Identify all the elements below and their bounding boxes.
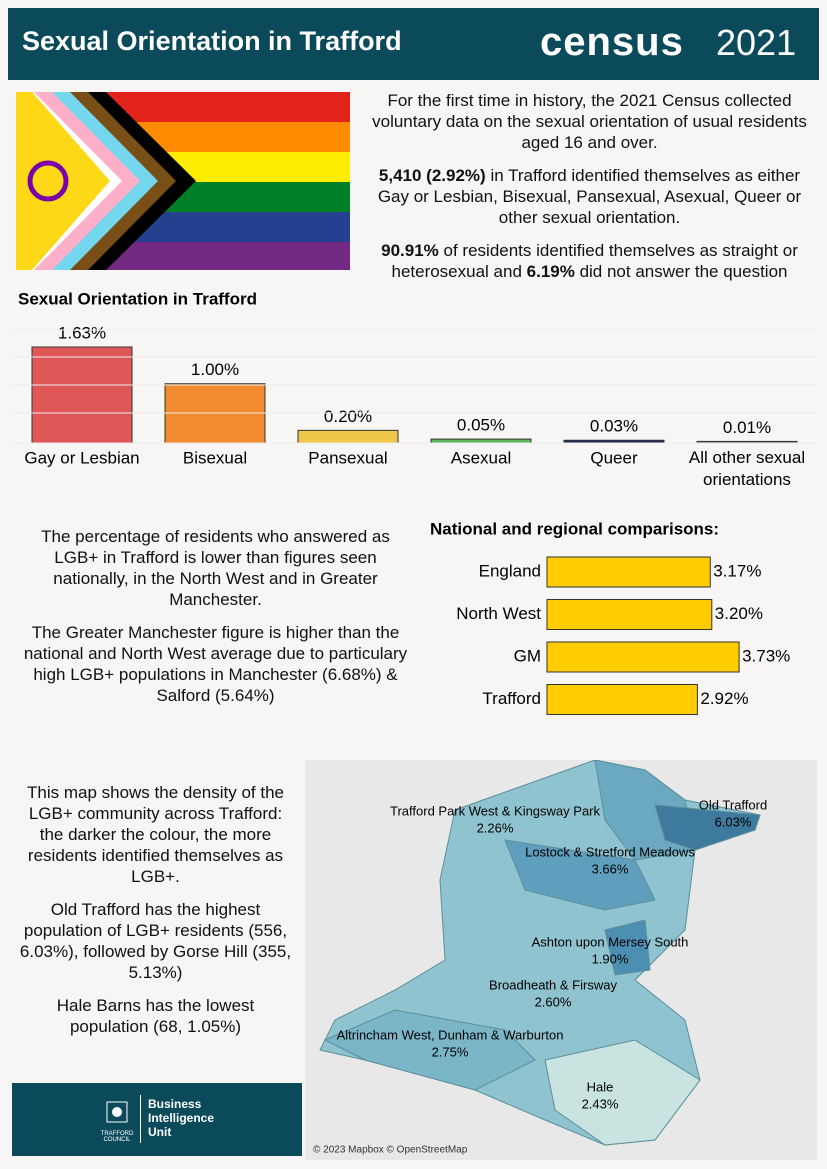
region-name: Ashton upon Mersey South (532, 934, 689, 949)
region-value: 6.03% (715, 814, 752, 829)
bar (31, 346, 133, 444)
value-label: 0.20% (324, 407, 372, 426)
value-label: 0.05% (457, 416, 505, 435)
logo-year: 2021 (716, 22, 797, 63)
value-label: 2.92% (700, 689, 748, 708)
pride-flag (16, 92, 350, 270)
page-title: Sexual Orientation in Trafford (22, 26, 402, 56)
region-value: 2.75% (432, 1044, 469, 1059)
region-name: Hale (587, 1079, 614, 1094)
value-label: 1.63% (58, 323, 106, 342)
category-label: Pansexual (308, 448, 387, 467)
orientation-chart: Sexual Orientation in Trafford 1.63% Gay … (10, 289, 817, 489)
footer: TRAFFORD COUNCIL Business Intelligence U… (12, 1083, 302, 1156)
paragraph: This map shows the density of the LGB+ c… (26, 783, 285, 886)
bar (430, 438, 532, 444)
chart-title: National and regional comparisons: (430, 519, 719, 538)
value-label: 0.03% (590, 417, 638, 436)
attribution: © 2023 Mapbox © OpenStreetMap (313, 1145, 468, 1156)
map: © 2023 Mapbox © OpenStreetMap Trafford P… (305, 760, 817, 1160)
region-value: 2.26% (477, 820, 514, 835)
region-name: Trafford Park West & Kingsway Park (390, 803, 600, 818)
logo-word: census (540, 20, 684, 64)
paragraph: The percentage of residents who answered… (41, 527, 390, 609)
category-label: Gay or Lesbian (24, 448, 139, 467)
bar (546, 599, 713, 630)
chart-title: Sexual Orientation in Trafford (18, 289, 257, 308)
paragraph: Old Trafford has the highest population … (19, 900, 292, 982)
value-label: 0.01% (723, 418, 771, 437)
bar (546, 684, 698, 715)
map-text: This map shows the density of the LGB+ c… (18, 782, 293, 1049)
intro-text: 5,410 (2.92%) in Trafford identified the… (377, 166, 802, 227)
value-label: 3.17% (713, 561, 761, 580)
region-value: 3.66% (592, 861, 629, 876)
paragraph: Hale Barns has the lowest population (68… (56, 996, 255, 1036)
paragraph: The Greater Manchester figure is higher … (23, 623, 408, 705)
value-label: 3.73% (742, 646, 790, 665)
comparison-chart: National and regional comparisons: Engla… (430, 519, 790, 715)
region-name: Lostock & Stretford Meadows (525, 844, 695, 859)
crest (106, 1101, 128, 1123)
intro-text: 90.91% of residents identified themselve… (381, 241, 798, 281)
header: Sexual Orientation in Trafford census 20… (8, 8, 819, 80)
value-label: 3.20% (715, 604, 763, 623)
region-value: 2.43% (582, 1096, 619, 1111)
category-label: Bisexual (183, 448, 247, 467)
category-label: Asexual (451, 448, 511, 467)
intro-text: For the first time in history, the 2021 … (372, 91, 807, 152)
value-label: 1.00% (191, 360, 239, 379)
category-label: North West (456, 604, 541, 623)
category-label: Trafford (482, 689, 541, 708)
region-value: 2.60% (535, 994, 572, 1009)
bar (546, 641, 740, 673)
category-label: GM (514, 646, 541, 665)
bar (297, 429, 399, 444)
category-label: England (479, 561, 541, 580)
council-name: TRAFFORD COUNCIL (100, 1131, 134, 1143)
category-label: Queer (590, 448, 638, 467)
region-value: 1.90% (592, 951, 629, 966)
category-label: All other sexual orientations (689, 448, 805, 489)
region-name: Broadheath & Firsway (489, 977, 617, 992)
region-name: Altrincham West, Dunham & Warburton (337, 1027, 564, 1042)
unit-name: Business Intelligence Unit (148, 1097, 215, 1139)
bar (546, 556, 711, 588)
comparison-text: The percentage of residents who answered… (18, 526, 413, 718)
region-name: Old Trafford (699, 797, 767, 812)
intro: For the first time in history, the 2021 … (362, 90, 817, 294)
